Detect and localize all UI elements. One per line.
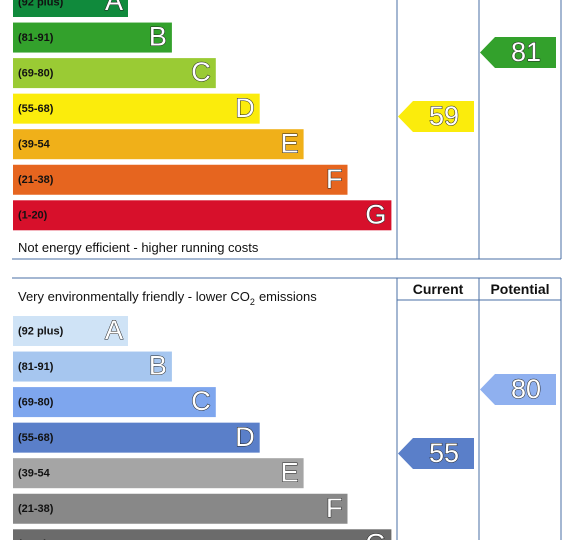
rating-arrow	[398, 101, 474, 132]
frame	[12, 0, 562, 540]
band-range: (81-91)	[18, 361, 54, 373]
band-bar	[13, 422, 260, 453]
band-bar	[13, 529, 392, 540]
rating-value: 59	[429, 101, 459, 131]
band-range: (55-68)	[18, 432, 54, 444]
band-bar	[13, 316, 128, 346]
band-bar	[13, 129, 304, 160]
band-range: (1-20)	[18, 539, 48, 540]
rating-value: 55	[429, 438, 459, 468]
band-bar	[13, 200, 392, 231]
band-bar	[13, 458, 304, 489]
band-letter: A	[105, 0, 123, 16]
band-range: (1-20)	[18, 210, 48, 222]
band-letter: G	[365, 528, 386, 540]
band-letter: F	[326, 493, 343, 523]
column-header: Current	[413, 281, 464, 297]
band-bar	[13, 164, 348, 195]
band-range: (21-38)	[18, 174, 54, 186]
rating-arrow	[480, 374, 556, 405]
band-range: (92 plus)	[18, 325, 64, 337]
band-bar	[13, 351, 172, 382]
band-range: (55-68)	[18, 103, 54, 115]
band-range: (81-91)	[18, 32, 54, 44]
subscript: 2	[250, 297, 255, 307]
band-letter: B	[149, 22, 167, 52]
band-letter: F	[326, 164, 343, 194]
band-bar	[13, 58, 216, 89]
band-bar	[13, 493, 348, 524]
rating-value: 80	[511, 374, 541, 404]
band-range: (92 plus)	[18, 0, 64, 8]
band-bar	[13, 0, 128, 17]
intro: Very environmentally friendly - lower CO	[18, 289, 250, 304]
band-range: (39-54	[18, 468, 51, 480]
column-header: Potential	[490, 281, 549, 297]
band-range: (39-54	[18, 139, 51, 151]
band-bar	[13, 93, 260, 124]
footer-text: Not energy efficient - higher running co…	[18, 240, 259, 255]
band-letter: D	[235, 93, 255, 123]
band-range: (21-38)	[18, 503, 54, 515]
band-letter: C	[191, 386, 211, 416]
band-letter: A	[105, 315, 123, 345]
band-letter: C	[191, 57, 211, 87]
band-bar	[13, 22, 172, 53]
rating-arrow	[480, 37, 556, 68]
band-range: (69-80)	[18, 68, 54, 80]
band-range: (69-80)	[18, 397, 54, 409]
band-letter: G	[365, 199, 386, 229]
suffix: emissions	[259, 289, 317, 304]
band-letter: D	[235, 422, 255, 452]
band-bar	[13, 387, 216, 418]
band-letter: B	[149, 351, 167, 381]
intro-text: Very environmentally friendly - lower CO…	[18, 289, 317, 307]
band-letter: E	[281, 128, 299, 158]
rating-value: 81	[511, 37, 541, 67]
rating-arrow	[398, 438, 474, 469]
band-letter: E	[281, 457, 299, 487]
